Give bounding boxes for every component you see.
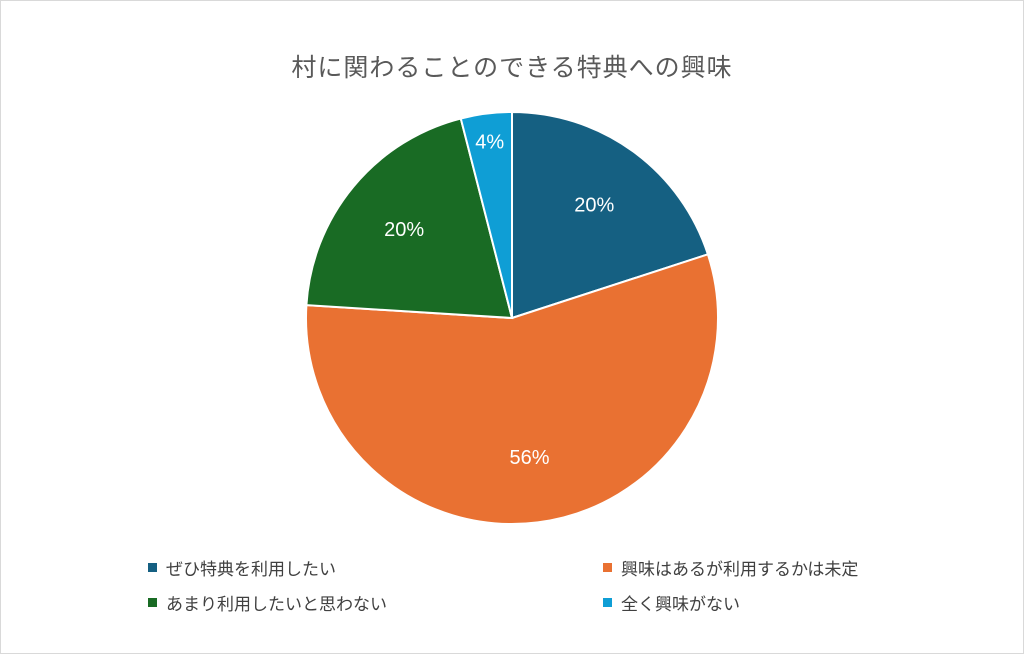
pie-slice-3 (305, 117, 514, 320)
legend-swatch-4 (603, 598, 612, 607)
data-label-1: 20% (574, 195, 614, 217)
legend-item-1: ぜひ特典を利用したい (148, 555, 336, 580)
pie-slice-1 (511, 110, 710, 320)
legend-swatch-2 (603, 563, 612, 572)
legend-label-4: 全く興味がない (621, 595, 740, 615)
legend-label-2: 興味はあるが利用するかは未定 (621, 560, 859, 580)
data-label-4: 4% (475, 131, 504, 153)
pie-slice-2 (305, 253, 719, 525)
legend-label-1: ぜひ特典を利用したい (166, 560, 336, 580)
legend-item-3: あまり利用したいと思わない (148, 590, 387, 615)
legend-item-2: 興味はあるが利用するかは未定 (603, 555, 858, 580)
legend-item-4: 全く興味がない (603, 590, 740, 615)
legend-swatch-1 (148, 563, 157, 572)
data-label-3: 20% (384, 219, 424, 241)
legend-swatch-3 (148, 598, 157, 607)
legend-label-3: あまり利用したいと思わない (166, 595, 387, 615)
data-label-2: 56% (510, 447, 550, 469)
pie-slice-4 (459, 110, 513, 319)
chart-title: 村に関わることのできる特典への興味 (291, 53, 733, 82)
